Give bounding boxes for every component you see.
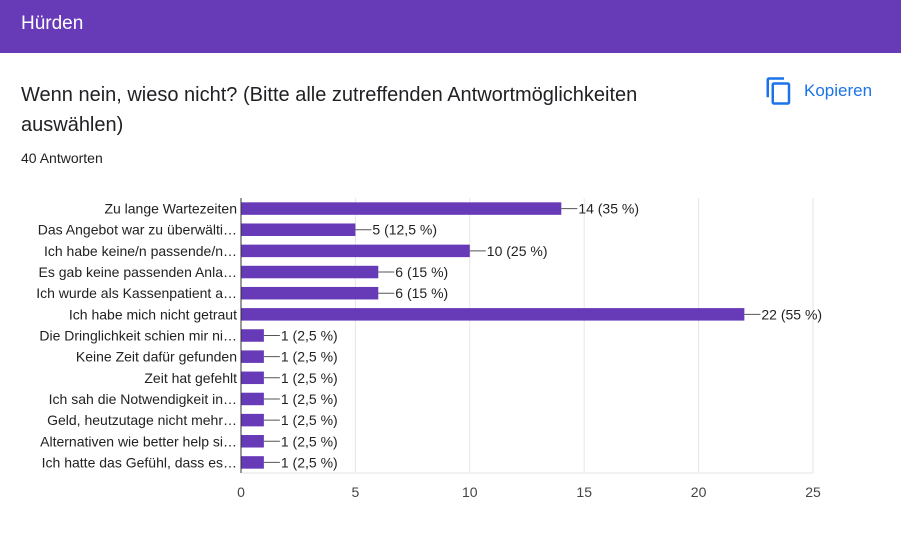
bar-value-label: 1 (2,5 %) bbox=[281, 412, 338, 428]
x-tick-label: 5 bbox=[352, 484, 360, 500]
category-label: Ich sah die Notwendigkeit in… bbox=[49, 391, 237, 407]
category-label: Ich hatte das Gefühl, dass es… bbox=[42, 454, 237, 470]
bar-value-label: 10 (25 %) bbox=[487, 243, 548, 259]
bar bbox=[241, 371, 264, 385]
bar bbox=[241, 392, 264, 406]
category-label: Das Angebot war zu überwälti… bbox=[38, 222, 237, 238]
copy-button[interactable]: Kopieren bbox=[764, 74, 872, 108]
question-title: Wenn nein, wieso nicht? (Bitte alle zutr… bbox=[21, 84, 638, 136]
chart-value-labels: 14 (35 %) 5 (12,5 %) 10 (25 %) 6 (15 %) 6 (1… bbox=[263, 201, 822, 470]
category-label: Ich habe mich nicht getraut bbox=[69, 306, 237, 322]
bar-value-label: 6 (15 %) bbox=[395, 264, 448, 280]
bar bbox=[241, 202, 562, 215]
chart-category-labels: Zu lange Wartezeiten Das Angebot war zu ü… bbox=[36, 201, 237, 471]
x-tick-label: 25 bbox=[805, 484, 821, 500]
bar-value-label: 1 (2,5 %) bbox=[281, 433, 338, 449]
bar bbox=[241, 265, 379, 279]
x-tick-label: 0 bbox=[237, 484, 245, 500]
copy-label: Kopieren bbox=[804, 81, 873, 100]
category-label: Ich habe keine/n passende/n… bbox=[44, 243, 237, 259]
category-label: Ich wurde als Kassenpatient a… bbox=[36, 285, 237, 301]
bar-value-label: 22 (55 %) bbox=[761, 306, 822, 322]
response-count: 40 Antworten bbox=[21, 150, 103, 166]
section-header: Hürden bbox=[0, 0, 901, 53]
bar-value-label: 1 (2,5 %) bbox=[281, 370, 338, 386]
chart-bars bbox=[241, 202, 745, 469]
bar-value-label: 14 (35 %) bbox=[578, 201, 639, 217]
copy-icon bbox=[766, 77, 791, 105]
category-label: Keine Zeit dafür gefunden bbox=[76, 349, 237, 365]
bar-value-label: 1 (2,5 %) bbox=[281, 328, 338, 344]
bar-value-label: 1 (2,5 %) bbox=[281, 349, 338, 365]
bar bbox=[241, 286, 379, 300]
bar bbox=[241, 244, 470, 258]
bar bbox=[241, 435, 264, 448]
chart-x-ticks: 0 5 10 15 20 25 bbox=[237, 484, 821, 500]
bar-value-label: 6 (15 %) bbox=[395, 285, 448, 301]
x-tick-label: 15 bbox=[576, 484, 592, 500]
category-label: Es gab keine passenden Anla… bbox=[39, 264, 237, 280]
bar-value-label: 1 (2,5 %) bbox=[281, 391, 338, 407]
bar bbox=[241, 456, 264, 469]
x-tick-label: 20 bbox=[691, 484, 707, 500]
category-label: Geld, heutzutage nicht mehr… bbox=[47, 412, 237, 428]
x-tick-label: 10 bbox=[462, 484, 478, 500]
category-label: Die Dringlichkeit schien mir ni… bbox=[39, 328, 237, 344]
bar bbox=[241, 223, 356, 236]
bar-value-label: 5 (12,5 %) bbox=[372, 222, 437, 238]
section-title: Hürden bbox=[21, 13, 84, 34]
category-label: Zu lange Wartezeiten bbox=[104, 201, 237, 217]
category-label: Zeit hat gefehlt bbox=[144, 370, 237, 386]
bar bbox=[241, 329, 264, 342]
chart-grid bbox=[241, 198, 814, 474]
bar bbox=[241, 308, 745, 321]
category-label: Alternativen wie better help si… bbox=[40, 433, 237, 449]
bar bbox=[241, 350, 264, 363]
bar bbox=[241, 413, 264, 427]
bar-value-label: 1 (2,5 %) bbox=[281, 454, 338, 470]
